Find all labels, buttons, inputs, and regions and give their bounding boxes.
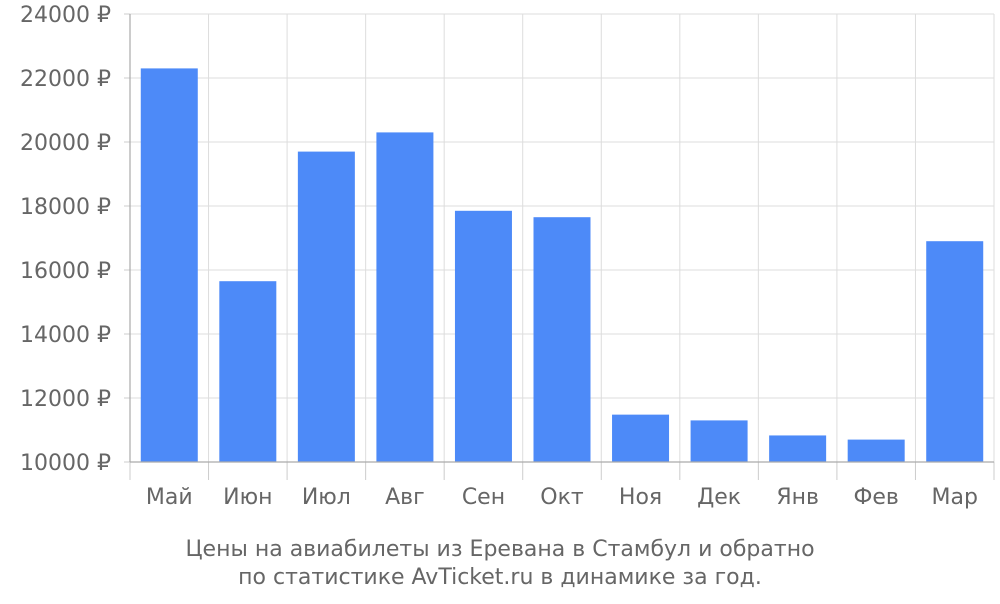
caption-line-1: Цены на авиабилеты из Еревана в Стамбул … bbox=[185, 537, 814, 562]
x-tick-label: Окт bbox=[540, 485, 584, 510]
axes bbox=[124, 13, 995, 480]
y-tick-label: 22000 ₽ bbox=[20, 67, 111, 92]
x-tick-label: Дек bbox=[697, 485, 741, 510]
tick-labels: 10000 ₽ 12000 ₽ 14000 ₽ 16000 ₽ 18000 ₽ 20000… bbox=[20, 3, 978, 510]
bar-1 bbox=[140, 68, 198, 463]
bar-9 bbox=[769, 435, 827, 462]
x-tick-label: Сен bbox=[462, 485, 505, 510]
y-tick-label: 16000 ₽ bbox=[20, 259, 111, 284]
bar-2 bbox=[219, 281, 277, 462]
grid bbox=[129, 13, 995, 463]
y-tick-label: 18000 ₽ bbox=[20, 195, 111, 220]
y-tick-label: 24000 ₽ bbox=[20, 3, 111, 28]
bar-4 bbox=[376, 132, 434, 462]
x-tick-label: Июн bbox=[223, 485, 272, 510]
caption-line-2: по статистике AvTicket.ru в динамике за … bbox=[238, 565, 762, 590]
x-tick-label: Авг bbox=[385, 485, 425, 510]
chart-caption: Цены на авиабилеты из Еревана в Стамбул … bbox=[185, 537, 814, 590]
y-tick-label: 12000 ₽ bbox=[20, 387, 111, 412]
bar-6 bbox=[533, 217, 591, 462]
x-tick-label: Май bbox=[146, 485, 193, 510]
bars bbox=[140, 68, 984, 463]
bar-3 bbox=[297, 151, 355, 462]
bar-8 bbox=[690, 420, 748, 462]
x-tick-label: Мар bbox=[932, 485, 978, 510]
x-tick-label: Июл bbox=[302, 485, 351, 510]
y-tick-label: 20000 ₽ bbox=[20, 131, 111, 156]
x-tick-label: Янв bbox=[776, 485, 819, 510]
bar-11 bbox=[926, 241, 984, 462]
bar-7 bbox=[612, 414, 670, 462]
bar-10 bbox=[847, 439, 905, 462]
y-tick-label: 14000 ₽ bbox=[20, 323, 111, 348]
bar-5 bbox=[454, 210, 512, 462]
x-tick-label: Ноя bbox=[619, 485, 662, 510]
x-tick-label: Фев bbox=[853, 485, 898, 510]
y-tick-label: 10000 ₽ bbox=[20, 451, 111, 476]
